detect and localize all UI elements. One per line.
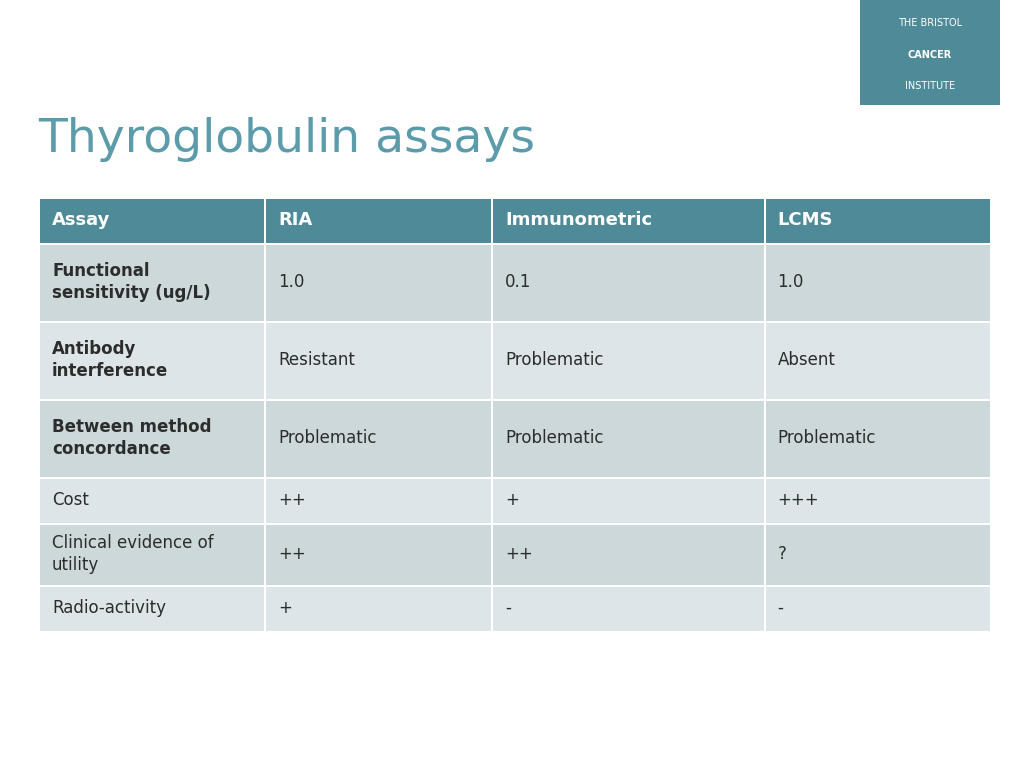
Text: +: + bbox=[279, 599, 293, 617]
Text: Resistant: Resistant bbox=[279, 351, 355, 369]
Text: 0.1: 0.1 bbox=[505, 273, 531, 291]
Text: Between method
concordance: Between method concordance bbox=[52, 419, 212, 458]
Text: THE BRISTOL: THE BRISTOL bbox=[898, 18, 963, 28]
Text: Problematic: Problematic bbox=[505, 429, 603, 447]
Text: +: + bbox=[505, 491, 519, 509]
Text: 1.0: 1.0 bbox=[777, 273, 804, 291]
Bar bbox=[266, 199, 490, 243]
Bar bbox=[40, 401, 264, 477]
Text: Radio-activity: Radio-activity bbox=[52, 599, 166, 617]
Bar bbox=[40, 245, 264, 321]
Bar bbox=[40, 587, 264, 631]
Bar bbox=[493, 199, 764, 243]
Text: ++: ++ bbox=[505, 545, 532, 563]
Text: Assay: Assay bbox=[52, 211, 111, 229]
Text: Absent: Absent bbox=[777, 351, 836, 369]
Bar bbox=[766, 199, 990, 243]
Text: CANCER: CANCER bbox=[908, 50, 952, 60]
Text: Antibody
interference: Antibody interference bbox=[52, 340, 168, 379]
Bar bbox=[766, 587, 990, 631]
Bar bbox=[493, 525, 764, 585]
Bar bbox=[493, 479, 764, 523]
Text: Immunometric: Immunometric bbox=[505, 211, 652, 229]
Text: LCMS: LCMS bbox=[777, 211, 833, 229]
Text: 1.0: 1.0 bbox=[279, 273, 305, 291]
Bar bbox=[266, 525, 490, 585]
Bar bbox=[766, 245, 990, 321]
Text: +++: +++ bbox=[777, 491, 819, 509]
Text: Problematic: Problematic bbox=[777, 429, 876, 447]
Bar bbox=[766, 323, 990, 399]
Bar bbox=[860, 0, 1000, 105]
Text: Problematic: Problematic bbox=[279, 429, 377, 447]
Text: Thyroglobulin assays: Thyroglobulin assays bbox=[38, 118, 535, 163]
Bar bbox=[266, 245, 490, 321]
Bar bbox=[493, 587, 764, 631]
Bar bbox=[40, 199, 264, 243]
Text: Problematic: Problematic bbox=[505, 351, 603, 369]
Bar bbox=[493, 401, 764, 477]
Bar bbox=[266, 323, 490, 399]
Text: Cost: Cost bbox=[52, 491, 89, 509]
Bar bbox=[766, 401, 990, 477]
Text: -: - bbox=[505, 599, 511, 617]
Bar bbox=[40, 525, 264, 585]
Text: ?: ? bbox=[777, 545, 786, 563]
Text: RIA: RIA bbox=[279, 211, 312, 229]
Text: ++: ++ bbox=[279, 545, 306, 563]
Text: Functional
sensitivity (ug/L): Functional sensitivity (ug/L) bbox=[52, 262, 211, 302]
Text: Clinical evidence of
utility: Clinical evidence of utility bbox=[52, 535, 214, 574]
Bar bbox=[493, 323, 764, 399]
Bar bbox=[766, 479, 990, 523]
Text: -: - bbox=[777, 599, 783, 617]
Bar bbox=[40, 323, 264, 399]
Bar bbox=[266, 587, 490, 631]
Bar bbox=[766, 525, 990, 585]
Bar bbox=[40, 479, 264, 523]
Text: INSTITUTE: INSTITUTE bbox=[905, 81, 955, 91]
Bar bbox=[266, 479, 490, 523]
Bar bbox=[266, 401, 490, 477]
Text: ++: ++ bbox=[279, 491, 306, 509]
Bar bbox=[493, 245, 764, 321]
